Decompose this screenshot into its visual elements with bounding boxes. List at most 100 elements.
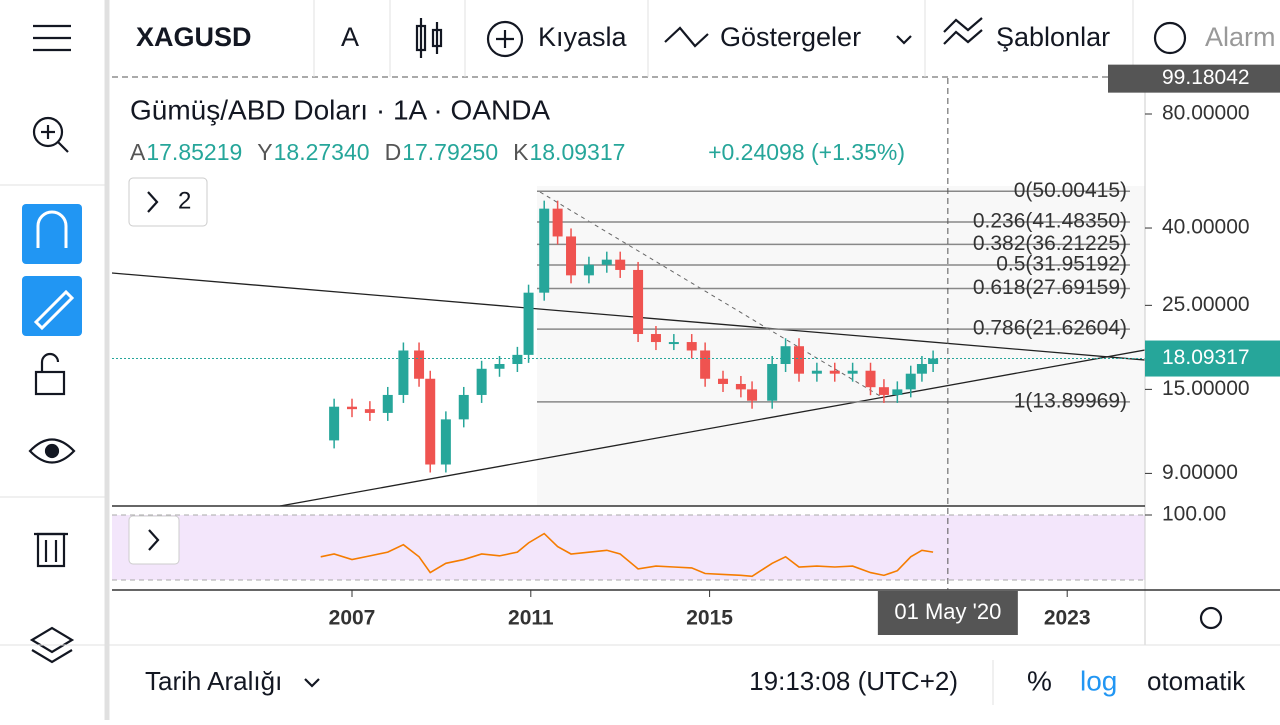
rsi-line (320, 532, 934, 578)
ohlc-key: K (513, 139, 529, 165)
candle (829, 370, 840, 374)
panes-button[interactable] (128, 177, 208, 227)
candle (780, 346, 791, 365)
fib-label: 0.786(21.62604) (973, 317, 1127, 340)
ohlc-value: 18.27340 (274, 139, 370, 165)
rsi-axis-label: 100.00 (1162, 503, 1226, 526)
fib-label: 0.236(41.48350) (973, 210, 1127, 233)
axes: 100.00 80.00000 40.00000 25.00000 15.00000 9.… (329, 64, 1280, 635)
candle (767, 364, 778, 401)
candle (583, 264, 594, 276)
candle (668, 342, 679, 345)
indicator-icon[interactable] (664, 26, 709, 48)
crosshair-label: 01 May '20 (894, 599, 1001, 624)
percent-toggle[interactable]: % (1027, 665, 1052, 696)
ohlc-value: 17.79250 (402, 139, 498, 165)
candle (539, 208, 550, 293)
log-toggle[interactable]: log (1080, 665, 1117, 696)
candle (425, 378, 436, 465)
ohlc-key: D (385, 139, 402, 165)
y-tick-label: 40.00000 (1162, 216, 1250, 239)
candle (615, 259, 626, 270)
alerts[interactable]: Alarm (1205, 22, 1276, 52)
candle (865, 370, 876, 388)
candle (847, 370, 858, 374)
candle (398, 350, 409, 395)
template-icon[interactable] (943, 17, 983, 45)
panes-count[interactable]: 2 (178, 187, 191, 214)
unlock-icon[interactable] (34, 352, 66, 396)
candle (735, 383, 746, 390)
top-price-label: 99.18042 (1162, 66, 1250, 89)
y-tick-label: 15.00000 (1162, 377, 1250, 400)
candle (566, 236, 577, 276)
candle (494, 364, 505, 369)
fib-bg (537, 186, 1145, 506)
settings-icon[interactable] (1199, 606, 1223, 630)
y-tick-label: 80.00000 (1162, 102, 1250, 125)
fib-label: 0.618(27.69159) (973, 276, 1127, 299)
dropdown[interactable] (896, 35, 912, 45)
fib-trend (539, 191, 881, 397)
last-price-label: 18.09317 (1162, 346, 1250, 369)
x-tick-label: 2011 (508, 607, 554, 630)
clock: 19:13:08 (UTC+2) (749, 666, 958, 696)
top-price-tag (1108, 64, 1280, 93)
candle (523, 292, 534, 355)
magnet-button[interactable] (22, 204, 82, 264)
candle (878, 387, 889, 395)
eye-icon[interactable] (28, 438, 76, 464)
symbol[interactable]: XAGUSD (136, 22, 252, 52)
fib-label: 0.382(36.21225) (973, 232, 1127, 255)
trendline (112, 272, 1145, 361)
ohlc-key: Y (257, 139, 272, 165)
candle (747, 389, 758, 401)
alarm-icon[interactable] (1153, 21, 1187, 55)
rsi-toggle[interactable] (128, 515, 180, 565)
candle (552, 208, 563, 237)
chart-title: Gümüş/ABD Doları · 1A · OANDA (130, 94, 550, 125)
zoom-icon[interactable] (32, 116, 69, 153)
fib-label: 0.5(31.95192) (996, 253, 1127, 276)
plot (112, 190, 1145, 506)
candle (382, 394, 393, 413)
candle (905, 373, 916, 390)
auto-toggle[interactable]: otomatik (1147, 666, 1246, 696)
x-tick-label: 2007 (329, 607, 376, 630)
candle (928, 358, 939, 365)
interval[interactable]: A (341, 22, 359, 52)
candle (458, 394, 469, 420)
candle (364, 409, 375, 413)
templates[interactable]: Şablonlar (996, 22, 1110, 52)
candle (347, 406, 357, 410)
candle (916, 364, 927, 374)
candle (686, 342, 697, 351)
layers-icon[interactable] (29, 626, 75, 664)
menu-icon[interactable] (33, 24, 71, 52)
candle (811, 370, 822, 374)
candle (650, 334, 661, 343)
rsi-bg (112, 515, 1145, 580)
candle (329, 406, 340, 441)
candle (512, 354, 523, 365)
ohlc-value: 17.85219 (146, 139, 242, 165)
candle-icon[interactable] (415, 18, 443, 58)
compare-icon[interactable] (486, 20, 524, 58)
indicators[interactable]: Göstergeler (720, 22, 861, 52)
candle (892, 389, 903, 395)
crosshair-tag (877, 591, 1018, 635)
fib-label: 0(50.00415) (1014, 179, 1127, 202)
x-tick-label: 2023 (1044, 607, 1091, 630)
fib-label: 1(13.89969) (1014, 389, 1127, 412)
candle (700, 350, 711, 379)
date-range[interactable]: Tarih Aralığı (145, 666, 282, 696)
rsi (320, 532, 934, 578)
ohlc-value: 18.09317 (529, 139, 625, 165)
last-price-tag (1145, 340, 1280, 377)
trash-icon[interactable] (34, 532, 68, 568)
candle (476, 368, 487, 395)
y-tick-label: 9.00000 (1162, 461, 1238, 484)
change: +0.24098 (+1.35%) (708, 139, 905, 165)
compare[interactable]: Kıyasla (538, 22, 628, 52)
